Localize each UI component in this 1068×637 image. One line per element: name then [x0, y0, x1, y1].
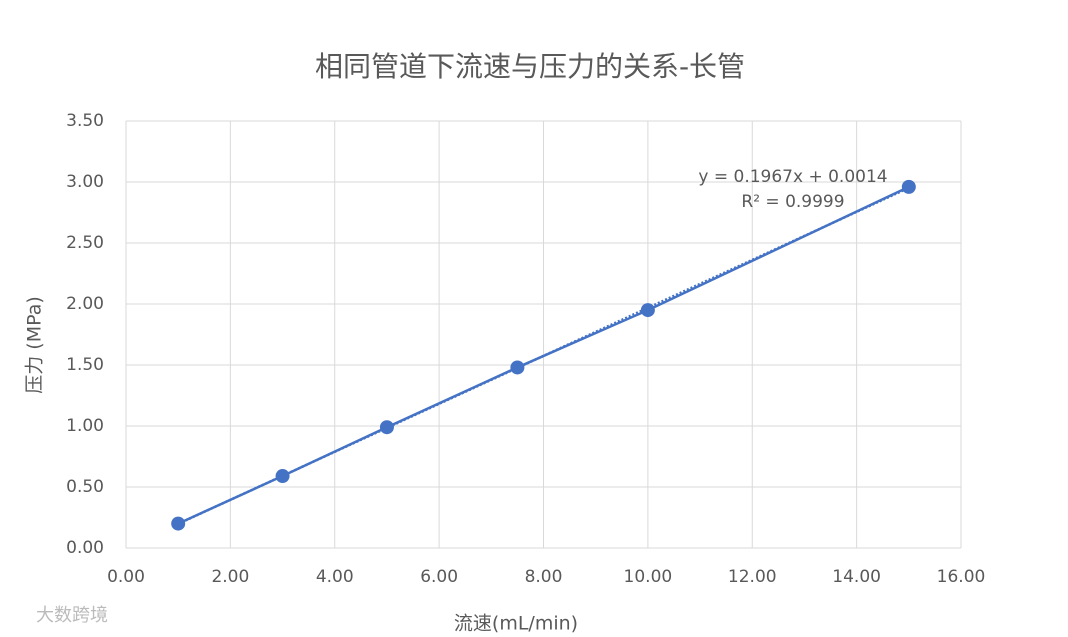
data-point [171, 516, 186, 531]
x-tick-label: 8.00 [525, 567, 563, 587]
y-tick-label: 1.50 [66, 355, 104, 375]
x-tick-label: 14.00 [832, 567, 881, 587]
x-tick-label: 10.00 [624, 567, 673, 587]
y-tick-label: 0.50 [66, 477, 104, 497]
x-tick-label: 16.00 [937, 567, 986, 587]
y-tick-label: 3.00 [66, 172, 104, 192]
trendline-r2: R² = 0.9999 [741, 192, 844, 212]
data-point [640, 303, 655, 318]
y-axis-label: 压力 (MPa) [24, 296, 46, 394]
watermark: 大数跨境 [36, 605, 108, 626]
x-tick-label: 12.00 [728, 567, 777, 587]
y-tick-label: 3.50 [66, 111, 104, 131]
y-tick-label: 1.00 [66, 416, 104, 436]
trendline-equation: y = 0.1967x + 0.0014 [698, 167, 887, 187]
x-tick-label: 0.00 [107, 567, 145, 587]
data-point [901, 179, 916, 194]
data-point [379, 420, 394, 435]
x-axis-label: 流速(mL/min) [454, 613, 578, 635]
data-point [510, 360, 525, 375]
x-tick-label: 6.00 [420, 567, 458, 587]
y-tick-label: 0.00 [66, 538, 104, 558]
x-tick-label: 2.00 [211, 567, 249, 587]
series-line [177, 185, 910, 525]
x-tick-label: 4.00 [316, 567, 354, 587]
chart-title: 相同管道下流速与压力的关系-长管 [315, 50, 745, 83]
data-point [275, 469, 290, 484]
y-tick-label: 2.50 [66, 233, 104, 253]
y-tick-label: 2.00 [66, 294, 104, 314]
